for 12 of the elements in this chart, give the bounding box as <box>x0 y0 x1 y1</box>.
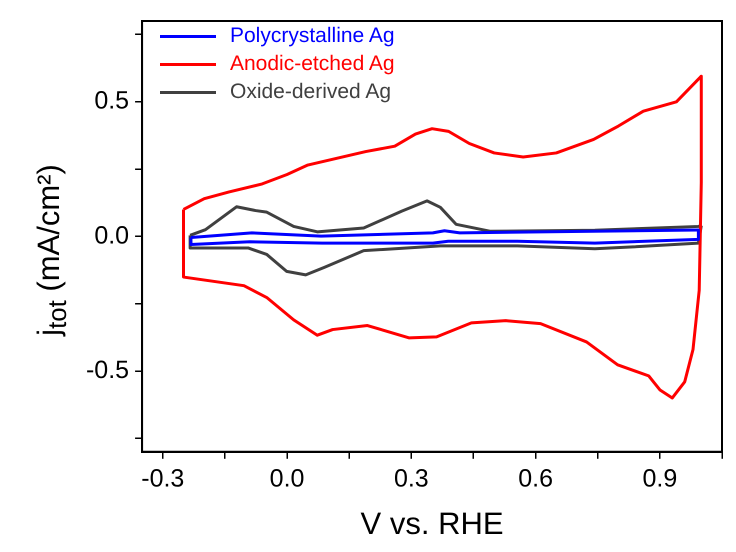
legend-label: Oxide-derived Ag <box>230 79 392 105</box>
legend-label: Anodic-etched Ag <box>230 51 395 77</box>
x-axis-title: V vs. RHE <box>360 506 504 541</box>
y-tick-label: 0.0 <box>94 221 130 250</box>
x-tick-label: 0.3 <box>394 464 429 493</box>
y-tick-label: -0.5 <box>86 356 130 384</box>
x-tick-label: 0.9 <box>642 464 678 493</box>
x-tick-label: 0.0 <box>270 464 304 493</box>
x-tick-label: 0.6 <box>518 464 553 493</box>
y-tick-label: 0.5 <box>94 86 130 115</box>
legend-label: Polycrystalline Ag <box>230 23 395 49</box>
x-tick-label: -0.3 <box>141 464 184 493</box>
